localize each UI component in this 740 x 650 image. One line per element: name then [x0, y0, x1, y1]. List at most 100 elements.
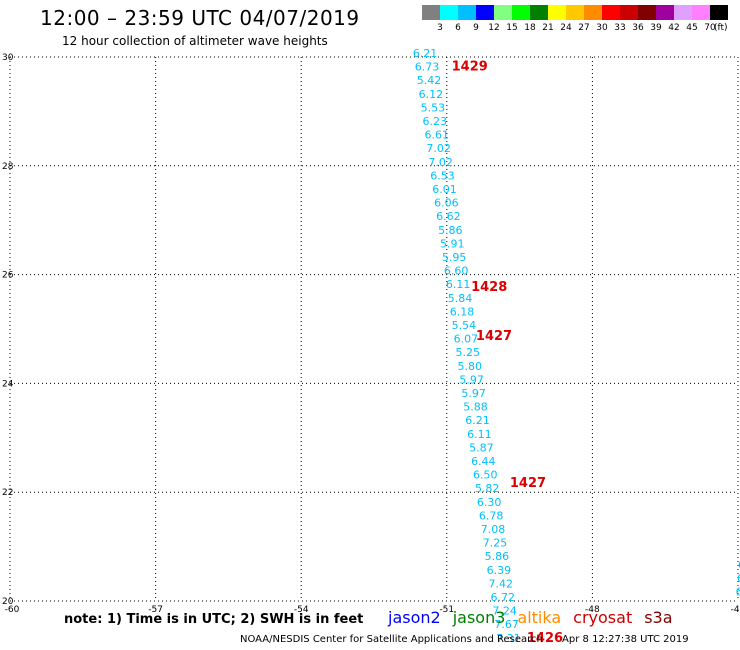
wave-height-point: 5.42: [417, 74, 442, 87]
color-swatch: [674, 5, 692, 20]
color-scale-label: 18: [524, 23, 536, 33]
color-scale-label: 15: [506, 23, 518, 33]
wave-height-point: 5.95: [442, 251, 467, 264]
pass-time-label: 1427: [476, 329, 512, 344]
wave-height-point: 5.91: [440, 237, 465, 250]
wave-height-point-edge: 6.: [739, 545, 740, 558]
wave-height-point: 6.73: [415, 61, 440, 74]
wave-height-point: 6.39: [487, 564, 512, 577]
page-title: 12:00 – 23:59 UTC 04/07/2019: [40, 6, 360, 30]
y-tick-label: 26: [2, 271, 14, 281]
color-scale-label: 3: [437, 23, 443, 33]
wave-height-point: 5.86: [485, 550, 510, 563]
color-scale-label: 6: [455, 23, 461, 33]
wave-height-point-edge: 6.6: [736, 586, 740, 599]
wave-height-point: 6.21: [413, 47, 438, 60]
wave-height-point: 7.42: [489, 577, 514, 590]
wave-height-point: 6.11: [467, 428, 492, 441]
wave-height-point: 6.07: [454, 333, 479, 346]
color-scale-label: 12: [488, 23, 500, 33]
satellite-label: s3a: [644, 608, 673, 627]
wave-height-point: 5.87: [469, 441, 494, 454]
wave-height-point: 6.23: [423, 115, 448, 128]
color-scale-label: 45: [686, 23, 698, 33]
color-scale-label: 33: [614, 23, 626, 33]
wave-height-point: 6.06: [434, 197, 459, 210]
color-swatch: [512, 5, 530, 20]
x-tick-label: -51: [439, 605, 454, 615]
color-swatch: [548, 5, 566, 20]
pass-time-label: 1428: [471, 280, 507, 295]
wave-height-point: 7.24: [492, 605, 517, 618]
axis-ticks: -60 -57 -54 -51 -48 -45 20 22 24 26 28 30: [2, 53, 740, 615]
color-swatch: [656, 5, 674, 20]
y-tick-label: 30: [2, 53, 14, 63]
x-tick-label: -60: [5, 605, 20, 615]
y-tick-label: 22: [2, 488, 13, 498]
satellite-label: cryosat: [573, 608, 633, 627]
footer-note: note: 1) Time is in UTC; 2) SWH is in fe…: [64, 612, 364, 627]
y-tick-label: 24: [2, 379, 14, 389]
color-scale-label: 24: [560, 23, 572, 33]
x-tick-label: -57: [148, 605, 163, 615]
wave-height-point: 5.84: [448, 292, 473, 305]
x-tick-label: -54: [294, 605, 309, 615]
wave-height-point: 5.53: [421, 101, 446, 114]
wave-height-point: 6.21: [465, 414, 490, 427]
credit-org: NOAA/NESDIS Center for Satellite Applica…: [240, 634, 543, 645]
color-swatch: [566, 5, 584, 20]
color-swatch: [494, 5, 512, 20]
wave-height-point: 7.25: [483, 537, 508, 550]
wave-height-point-edge: 6.: [738, 558, 740, 571]
pass-time-label: 1429: [452, 60, 488, 75]
wave-height-point: 6.53: [430, 169, 455, 182]
x-tick-label: -48: [585, 605, 600, 615]
grid-lines: [9, 56, 739, 602]
color-swatch: [530, 5, 548, 20]
wave-height-point: 6.18: [450, 305, 475, 318]
credit-line: NOAA/NESDIS Center for Satellite Applica…: [240, 634, 705, 645]
wave-height-point: 6.61: [424, 129, 449, 142]
data-points: 6.216.735.426.125.536.236.617.027.026.53…: [413, 47, 740, 645]
pass-time-label: 1426: [527, 631, 563, 646]
color-swatch: [602, 5, 620, 20]
color-scale-label: 70: [704, 23, 716, 33]
wave-height-point: 7.02: [428, 156, 453, 169]
color-scale-unit: (ft): [714, 23, 728, 33]
color-swatch: [692, 5, 710, 20]
wave-height-point: 6.30: [477, 496, 502, 509]
credit-timestamp: Apr 8 12:27:38 UTC 2019: [562, 634, 689, 645]
wave-height-point: 5.25: [456, 346, 481, 359]
wave-height-point: 5.97: [459, 373, 484, 386]
satellite-label: jason2: [388, 608, 441, 627]
wave-height-point-edge: 6.7: [737, 572, 740, 585]
color-swatch: [710, 5, 728, 20]
wave-height-point: 6.11: [446, 278, 471, 291]
wave-height-point: 6.72: [490, 591, 514, 604]
wave-height-point: 7.67: [494, 618, 519, 631]
wave-height-point: 5.54: [452, 319, 477, 332]
wave-height-point: 7.08: [481, 523, 506, 536]
wave-height-point: 5.82: [475, 482, 500, 495]
color-swatch: [638, 5, 656, 20]
wave-height-point: 6.44: [471, 455, 496, 468]
color-scale-label: 42: [668, 23, 680, 33]
satellite-legend: jason2 jason3 altika cryosat s3a: [388, 608, 685, 627]
color-scale-label: 36: [632, 23, 644, 33]
satellite-label: altika: [517, 608, 562, 627]
color-scale-label: 30: [596, 23, 608, 33]
color-scale-label: 9: [473, 23, 479, 33]
wave-height-point: 5.86: [438, 224, 463, 237]
wave-height-point: 5.80: [457, 360, 482, 373]
pass-time-label: 1427: [510, 476, 546, 491]
wave-height-point: 7.02: [426, 142, 451, 155]
color-swatch: [458, 5, 476, 20]
time-labels: 1429 1428 1427 1427 1426: [452, 60, 563, 646]
color-swatch: [620, 5, 638, 20]
y-tick-label: 28: [2, 162, 14, 172]
wave-height-point: 6.78: [479, 509, 504, 522]
color-swatch: [476, 5, 494, 20]
color-scale-label: 39: [650, 23, 662, 33]
wave-height-point: 6.62: [436, 210, 461, 223]
